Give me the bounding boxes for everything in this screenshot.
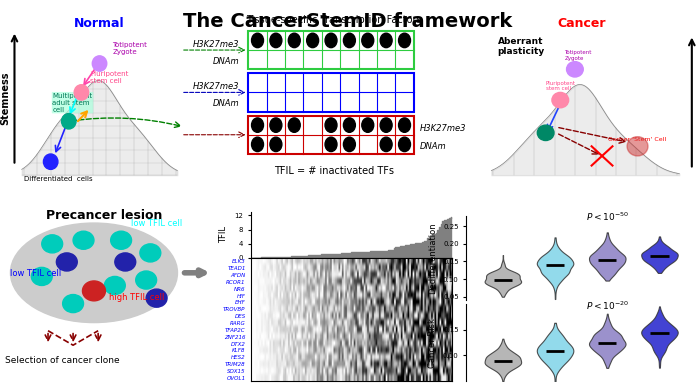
Ellipse shape <box>362 118 374 132</box>
Circle shape <box>93 56 106 71</box>
Text: Differentiated  cells: Differentiated cells <box>24 176 92 182</box>
Circle shape <box>567 62 583 77</box>
Ellipse shape <box>270 33 282 48</box>
Ellipse shape <box>251 118 264 132</box>
Circle shape <box>31 267 52 286</box>
Text: DNAm: DNAm <box>420 142 446 151</box>
Circle shape <box>42 235 63 253</box>
Circle shape <box>627 137 648 156</box>
Text: Cancer 'Stem' Cell: Cancer 'Stem' Cell <box>608 137 667 142</box>
Circle shape <box>82 281 105 301</box>
Text: TFIL = # inactivated TFs: TFIL = # inactivated TFs <box>274 166 394 176</box>
Text: Stemness: Stemness <box>1 72 10 125</box>
Ellipse shape <box>343 118 356 132</box>
Ellipse shape <box>399 118 411 132</box>
Circle shape <box>537 125 554 141</box>
Circle shape <box>140 244 161 262</box>
Bar <box>248 31 413 69</box>
Ellipse shape <box>362 33 374 48</box>
Circle shape <box>552 92 569 108</box>
Bar <box>248 73 413 112</box>
Text: H3K27me3: H3K27me3 <box>193 82 239 91</box>
Bar <box>248 116 413 154</box>
Circle shape <box>63 295 84 313</box>
Circle shape <box>61 114 76 129</box>
Ellipse shape <box>270 137 282 152</box>
Circle shape <box>115 253 136 271</box>
Ellipse shape <box>288 33 300 48</box>
Text: DNAm: DNAm <box>212 57 239 66</box>
Ellipse shape <box>399 137 411 152</box>
Text: Aberrant
plasticity: Aberrant plasticity <box>498 37 545 56</box>
Circle shape <box>104 276 125 295</box>
Circle shape <box>111 231 132 249</box>
Text: Precancer lesion: Precancer lesion <box>46 209 163 223</box>
Circle shape <box>56 253 77 271</box>
Text: Pluripotent
stem cell: Pluripotent stem cell <box>90 71 129 84</box>
Text: The CancerStemID framework: The CancerStemID framework <box>183 12 513 30</box>
Text: H3K27me3: H3K27me3 <box>420 124 466 134</box>
Text: DNAm: DNAm <box>212 99 239 109</box>
Ellipse shape <box>10 223 177 323</box>
Ellipse shape <box>399 33 411 48</box>
Text: Tissue-specific Transcription Factors: Tissue-specific Transcription Factors <box>246 15 422 25</box>
Text: Totipotent
Zygote: Totipotent Zygote <box>112 42 147 55</box>
Text: Cancer: Cancer <box>557 17 606 30</box>
Ellipse shape <box>251 33 264 48</box>
Ellipse shape <box>380 33 392 48</box>
Text: high TFIL cell: high TFIL cell <box>109 293 164 302</box>
Ellipse shape <box>343 33 356 48</box>
Ellipse shape <box>325 118 337 132</box>
Ellipse shape <box>380 118 392 132</box>
Circle shape <box>73 231 94 249</box>
Text: low TFIL cell: low TFIL cell <box>10 270 62 278</box>
Y-axis label: TFIL: TFIL <box>219 226 228 243</box>
Circle shape <box>146 289 167 307</box>
Ellipse shape <box>307 33 319 48</box>
Text: Totipotent
Zygote: Totipotent Zygote <box>564 50 592 61</box>
Circle shape <box>43 154 58 169</box>
Ellipse shape <box>270 118 282 132</box>
Text: Selection of cancer clone: Selection of cancer clone <box>6 356 120 365</box>
Text: H3K27me3: H3K27me3 <box>193 40 239 49</box>
Circle shape <box>74 85 88 100</box>
Ellipse shape <box>343 137 356 152</box>
Ellipse shape <box>325 33 337 48</box>
Text: $P<10^{-50}$: $P<10^{-50}$ <box>586 211 628 223</box>
Text: Multipotent
adult stem
cell: Multipotent adult stem cell <box>52 93 93 113</box>
Y-axis label: Dedifferentiation: Dedifferentiation <box>428 222 437 294</box>
Ellipse shape <box>288 118 300 132</box>
Ellipse shape <box>251 137 264 152</box>
Ellipse shape <box>380 137 392 152</box>
Circle shape <box>136 271 157 289</box>
Text: $P<10^{-20}$: $P<10^{-20}$ <box>586 300 628 312</box>
Text: Normal: Normal <box>74 17 125 30</box>
Text: low TFIL cell: low TFIL cell <box>131 219 182 228</box>
Ellipse shape <box>325 137 337 152</box>
Y-axis label: Cancer Risk: Cancer Risk <box>428 318 437 368</box>
Text: Pluripotent
stem cell: Pluripotent stem cell <box>546 81 576 92</box>
